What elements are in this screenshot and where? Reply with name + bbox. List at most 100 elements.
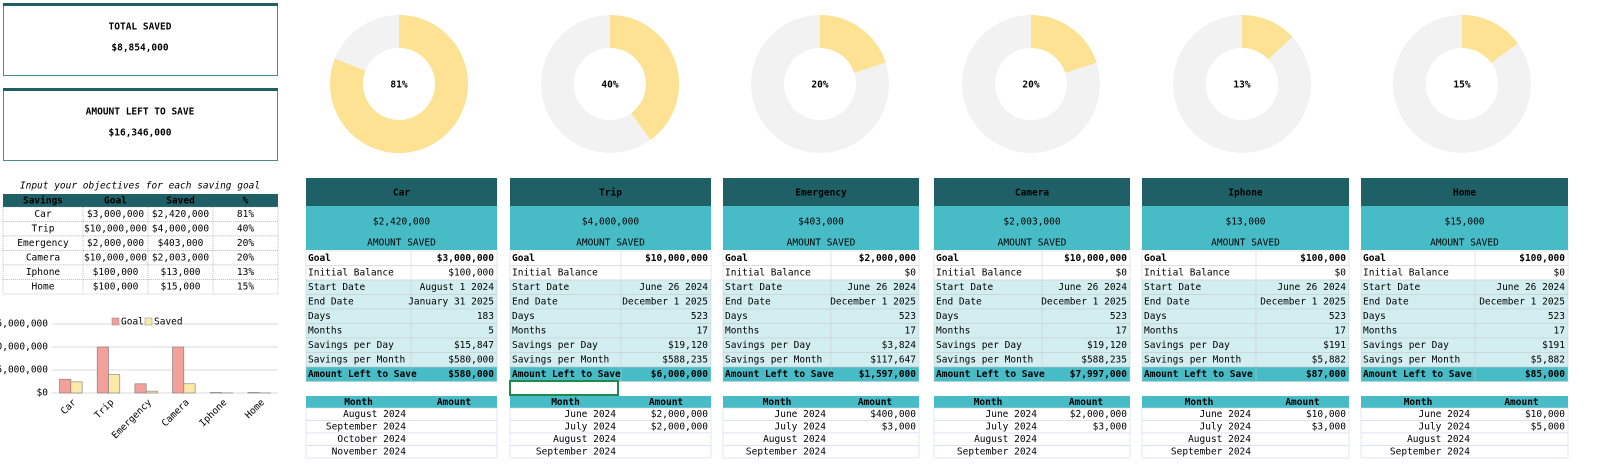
- table-cell: $13,000: [160, 267, 200, 278]
- field-value: $5,882: [1312, 355, 1346, 366]
- summary-top-border: [3, 88, 278, 91]
- field-label: End Date: [512, 297, 558, 308]
- month-amount: $5,000: [1531, 422, 1566, 433]
- x-tick-label: Emergency: [110, 397, 154, 441]
- month-name: August 2024: [1188, 434, 1251, 445]
- legend-swatch: [144, 317, 153, 326]
- field-label: Savings per Day: [308, 340, 394, 351]
- month-name: July 2024: [1200, 422, 1252, 433]
- field-value: 523: [1548, 311, 1565, 322]
- table-header-cell: Goal: [104, 196, 127, 207]
- field-value: $10,000,000: [1064, 253, 1127, 264]
- saved-value: $403,000: [798, 217, 844, 228]
- month-name: September 2024: [1390, 447, 1470, 458]
- month-name: June 2024: [1419, 409, 1471, 420]
- month-header-cell: Amount: [1504, 397, 1538, 408]
- field-label: End Date: [936, 297, 982, 308]
- field-label: Amount Left to Save: [1363, 369, 1472, 380]
- field-value: $87,000: [1306, 369, 1346, 380]
- field-label: Goal: [936, 253, 959, 264]
- field-value: 17: [1554, 326, 1565, 337]
- month-amount: $3,000: [1093, 422, 1128, 433]
- table-cell: $2,000,000: [87, 238, 144, 249]
- field-label: Days: [725, 311, 748, 322]
- table-cell: 40%: [237, 224, 254, 235]
- field-value: $10,000,000: [645, 253, 708, 264]
- field-value: June 26 2024: [1277, 282, 1346, 293]
- month-header-cell: Month: [551, 397, 580, 408]
- donut-label: 81%: [390, 80, 407, 91]
- table-cell: $100,000: [93, 282, 139, 293]
- bar: [96, 346, 109, 394]
- month-name: July 2024: [1419, 422, 1471, 433]
- field-row: [509, 308, 712, 324]
- field-value: June 26 2024: [847, 282, 916, 293]
- x-tick-label: Trip: [92, 397, 116, 421]
- month-header-cell: Month: [974, 397, 1003, 408]
- field-value: $3,000,000: [437, 253, 494, 264]
- saved-band: [934, 206, 1130, 250]
- field-value: $580,000: [448, 369, 494, 380]
- field-value: December 1 2025: [1041, 297, 1127, 308]
- legend-label: Saved: [154, 317, 183, 328]
- month-name: June 2024: [565, 409, 617, 420]
- field-label: Months: [1144, 326, 1178, 337]
- field-row: [1360, 366, 1569, 382]
- field-value: 523: [1110, 311, 1127, 322]
- donut-label: 15%: [1453, 80, 1470, 91]
- field-value: December 1 2025: [1260, 297, 1346, 308]
- table-cell: $4,000,000: [152, 224, 209, 235]
- month-name: September 2024: [536, 447, 616, 458]
- card-header: [1361, 178, 1568, 206]
- x-tick-label: Car: [59, 397, 79, 417]
- card-title: Home: [1453, 188, 1476, 199]
- month-amount: $2,000,000: [651, 409, 708, 420]
- field-value: $0: [1116, 268, 1128, 279]
- field-value: December 1 2025: [1479, 297, 1565, 308]
- field-value: 17: [905, 326, 916, 337]
- table-header-cell: Saved: [166, 196, 195, 207]
- summary-label: TOTAL SAVED: [109, 22, 172, 33]
- month-name: July 2024: [565, 422, 617, 433]
- card-header: [510, 178, 711, 206]
- field-value: $19,120: [668, 340, 708, 351]
- month-name: August 2024: [343, 409, 406, 420]
- table-header: [3, 194, 278, 207]
- donut-label: 20%: [1022, 80, 1039, 91]
- table-cell: 20%: [237, 238, 254, 249]
- field-value: $191: [1323, 340, 1346, 351]
- month-name: October 2024: [337, 434, 406, 445]
- field-value: 523: [691, 311, 708, 322]
- field-label: Savings per Day: [936, 340, 1022, 351]
- saved-value: $15,000: [1444, 217, 1484, 228]
- donut-arc: [609, 15, 679, 140]
- field-value: $588,235: [1081, 355, 1127, 366]
- month-name: September 2024: [326, 422, 406, 433]
- x-tick-label: Camera: [160, 397, 192, 429]
- field-label: Goal: [308, 253, 331, 264]
- card-header: [306, 178, 497, 206]
- month-name: August 2024: [1407, 434, 1470, 445]
- field-row: [1141, 308, 1350, 324]
- month-amount: $3,000: [1312, 422, 1347, 433]
- legend-swatch: [111, 317, 120, 326]
- table-cell: 20%: [237, 253, 254, 264]
- card-title: Iphone: [1228, 188, 1263, 199]
- field-label: Start Date: [308, 282, 365, 293]
- field-value: $0: [905, 268, 917, 279]
- saved-band: [510, 206, 711, 250]
- field-value: $15,847: [454, 340, 494, 351]
- field-label: Start Date: [512, 282, 569, 293]
- field-label: Initial Balance: [1144, 268, 1230, 279]
- month-header: [934, 396, 1130, 408]
- month-name: August 2024: [763, 434, 826, 445]
- month-header-cell: Amount: [649, 397, 683, 408]
- table-cell: Iphone: [26, 267, 61, 278]
- card-title: Car: [393, 188, 410, 199]
- field-row: [1360, 308, 1569, 324]
- card-header: [1142, 178, 1349, 206]
- field-label: Savings per Day: [512, 340, 598, 351]
- table-cell: Emergency: [17, 238, 69, 249]
- field-value: $588,235: [662, 355, 708, 366]
- month-amount: $2,000,000: [1070, 409, 1127, 420]
